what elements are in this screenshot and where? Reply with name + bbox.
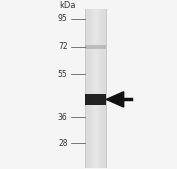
Bar (85, 8, 106, 168)
Bar (85, 45, 106, 49)
Bar (99, 8, 100, 168)
Text: 28: 28 (58, 139, 68, 148)
Bar (93, 8, 94, 168)
Bar (88, 8, 89, 168)
Bar (105, 8, 106, 168)
Bar (86, 8, 87, 168)
Text: 36: 36 (58, 113, 68, 122)
Bar (104, 8, 105, 168)
Polygon shape (106, 92, 124, 107)
Bar (100, 8, 101, 168)
Bar (96, 8, 97, 168)
Bar (98, 8, 99, 168)
Text: 55: 55 (58, 70, 68, 79)
Bar (91, 8, 92, 168)
Bar (103, 8, 104, 168)
Bar (90, 8, 91, 168)
Bar (95, 8, 96, 168)
Bar (89, 8, 90, 168)
Bar (101, 8, 102, 168)
Bar (85, 8, 86, 168)
Text: 72: 72 (58, 42, 68, 51)
Bar (85, 94, 106, 105)
Text: kDa: kDa (59, 1, 76, 10)
Bar (92, 8, 93, 168)
Bar (87, 8, 88, 168)
Bar (94, 8, 95, 168)
Bar (97, 8, 98, 168)
Text: 95: 95 (58, 14, 68, 23)
Bar (106, 8, 107, 168)
Bar (102, 8, 103, 168)
